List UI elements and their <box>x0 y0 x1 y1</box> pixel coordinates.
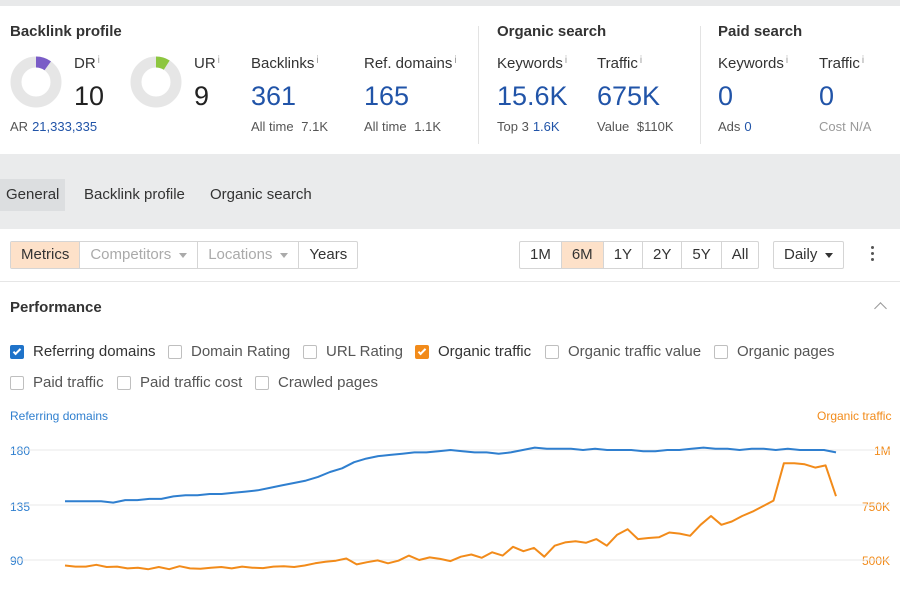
chart-grid <box>10 449 890 561</box>
granularity-dropdown[interactable]: Daily <box>773 241 844 269</box>
checkbox-domain-rating[interactable]: Domain Rating <box>168 343 290 360</box>
organic-traffic-info-icon[interactable]: i <box>639 55 643 66</box>
range-2y-button[interactable]: 2Y <box>643 242 683 268</box>
tab-years[interactable]: Years <box>309 246 348 263</box>
checkbox-organic-pages[interactable]: Organic pages <box>714 343 835 360</box>
paid-cost: Cost N/A <box>819 119 872 134</box>
backlinks-alltime: All time 7.1K <box>251 119 328 134</box>
ur-label[interactable]: UR i <box>194 55 220 72</box>
tab-organic-search[interactable]: Organic search <box>210 186 312 203</box>
dr-label[interactable]: DR i <box>74 55 100 72</box>
range-1y-button[interactable]: 1Y <box>604 242 644 268</box>
date-range-selector: 1M 6M 1Y 2Y 5Y All <box>519 241 760 269</box>
divider <box>0 281 900 282</box>
paid-keywords-label[interactable]: Keywords i <box>718 55 789 72</box>
range-1m-button[interactable]: 1M <box>520 242 562 268</box>
section-tabs-bar: General Backlink profile Organic search <box>0 154 900 229</box>
dr-donut-icon <box>10 56 62 108</box>
paid-traffic-value[interactable]: 0 <box>819 81 835 111</box>
paid-keywords-value[interactable]: 0 <box>718 81 734 111</box>
right-tick-label: 1M <box>874 444 891 458</box>
checkbox-url-rating[interactable]: URL Rating <box>303 343 403 360</box>
right-axis-title: Organic traffic <box>817 409 892 423</box>
paid-traffic-info-icon[interactable]: i <box>861 55 865 66</box>
paid-search-title: Paid search <box>718 23 803 40</box>
right-tick-label: 750K <box>862 500 891 514</box>
more-options-icon[interactable] <box>868 246 876 264</box>
overview-stats-panel: Backlink profile DR i 10 UR i 9 AR 21,333,3… <box>0 6 900 154</box>
organic-keywords-value[interactable]: 15.6K <box>497 81 568 111</box>
range-all-button[interactable]: All <box>731 246 749 263</box>
ref-domains-label[interactable]: Ref. domains i <box>364 55 457 72</box>
performance-chart[interactable] <box>0 420 900 600</box>
referring-domains-line <box>65 446 837 504</box>
right-tick-label: 500K <box>862 554 891 568</box>
organic-search-title: Organic search <box>497 23 607 40</box>
paid-keywords-info-icon[interactable]: i <box>785 55 789 66</box>
checkbox-checked-icon <box>415 344 429 359</box>
left-tick-label: 135 <box>10 500 31 514</box>
backlinks-info-icon[interactable]: i <box>316 55 319 66</box>
ur-donut-icon <box>130 56 182 108</box>
top-strip <box>0 0 900 6</box>
checkbox-crawled-pages[interactable]: Crawled pages <box>255 374 378 391</box>
chevron-down-icon <box>280 252 289 258</box>
dr-info-icon[interactable]: i <box>97 55 100 66</box>
competitors-dropdown[interactable]: Competitors <box>80 242 199 268</box>
ur-value: 9 <box>194 81 210 111</box>
range-5y-button[interactable]: 5Y <box>682 242 722 268</box>
ref-domains-alltime: All time 1.1K <box>364 119 441 134</box>
paid-traffic-label[interactable]: Traffic i <box>819 55 865 72</box>
chevron-down-icon <box>179 252 188 258</box>
organic-traffic-value-line: Value $110K <box>597 119 674 134</box>
tab-backlink-profile[interactable]: Backlink profile <box>84 186 185 203</box>
organic-top3: Top 3 1.6K <box>497 119 560 134</box>
locations-dropdown[interactable]: Locations <box>198 242 300 268</box>
divider <box>700 26 701 144</box>
checkbox-organic-traffic-value[interactable]: Organic traffic value <box>545 343 701 360</box>
performance-title: Performance <box>10 299 102 316</box>
ur-info-icon[interactable]: i <box>217 55 220 66</box>
organic-traffic-line <box>64 462 837 571</box>
backlinks-label[interactable]: Backlinks i <box>251 55 319 72</box>
backlinks-value[interactable]: 361 <box>251 81 297 111</box>
checkbox-organic-traffic[interactable]: Organic traffic <box>415 343 531 360</box>
backlink-profile-title: Backlink profile <box>10 23 122 40</box>
range-6m-button[interactable]: 6M <box>561 242 604 268</box>
chevron-down-icon <box>825 252 834 258</box>
checkbox-referring-domains[interactable]: Referring domains <box>10 343 156 360</box>
left-tick-label: 90 <box>10 554 24 568</box>
organic-keywords-info-icon[interactable]: i <box>564 55 568 66</box>
left-tick-label: 180 <box>10 444 31 458</box>
ar-line: AR 21,333,335 <box>10 119 98 134</box>
collapse-icon[interactable] <box>874 302 887 315</box>
left-axis-title: Referring domains <box>10 409 109 423</box>
tab-general[interactable]: General <box>0 179 66 211</box>
dr-arc <box>35 56 51 71</box>
organic-traffic-label[interactable]: Traffic i <box>597 55 643 72</box>
view-tabs: Metrics Competitors Locations Years <box>10 241 359 269</box>
ref-domains-info-icon[interactable]: i <box>454 55 457 66</box>
ref-domains-value[interactable]: 165 <box>364 81 410 111</box>
checkbox-paid-traffic[interactable]: Paid traffic <box>10 374 104 391</box>
organic-keywords-label[interactable]: Keywords i <box>497 55 568 72</box>
ar-value[interactable]: 21,333,335 <box>32 119 98 134</box>
paid-ads: Ads 0 <box>718 119 752 134</box>
checkbox-checked-icon <box>10 344 24 359</box>
checkbox-paid-traffic-cost[interactable]: Paid traffic cost <box>117 374 242 391</box>
dr-value: 10 <box>74 81 105 111</box>
divider <box>478 26 479 144</box>
ur-arc <box>155 56 170 70</box>
organic-traffic-value[interactable]: 675K <box>597 81 661 111</box>
tab-metrics[interactable]: Metrics <box>11 242 81 268</box>
